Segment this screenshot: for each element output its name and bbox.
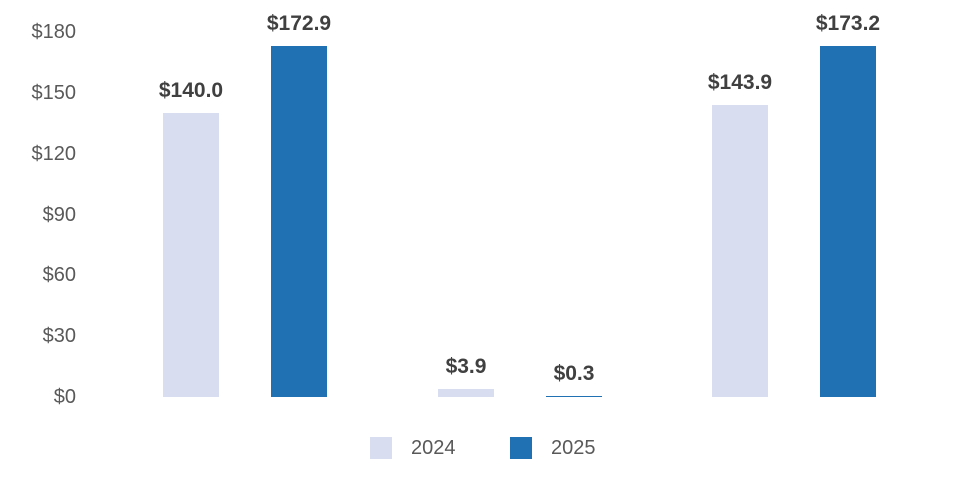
legend-swatch-icon xyxy=(370,437,392,459)
y-axis-tick-label: $90 xyxy=(42,203,76,226)
bar-value-label: $140.0 xyxy=(158,79,224,103)
bar-2024-group3 xyxy=(712,105,768,397)
y-axis-tick-label: $60 xyxy=(42,264,76,287)
y-axis-tick-label: $30 xyxy=(42,325,76,348)
bar-2025-group2 xyxy=(546,396,602,397)
legend-item-2025: 2025 xyxy=(510,437,596,459)
y-axis-tick-label: $150 xyxy=(31,81,77,104)
bar-value-label: $143.9 xyxy=(707,71,773,95)
bar-value-label: $173.2 xyxy=(815,11,881,35)
y-axis-tick-label: $120 xyxy=(31,142,77,165)
legend-swatch-icon xyxy=(510,437,532,459)
bar-2024-group1 xyxy=(163,113,219,397)
bar-2025-group1 xyxy=(271,46,327,397)
bar-2025-group3 xyxy=(820,45,876,397)
bar-value-label: $172.9 xyxy=(266,12,332,36)
y-axis-tick-label: $180 xyxy=(31,21,77,43)
legend-label: 2025 xyxy=(551,437,596,459)
legend-label: 2024 xyxy=(411,437,456,459)
bar-value-label: $0.3 xyxy=(553,362,595,386)
legend-item-2024: 2024 xyxy=(370,437,456,459)
bar-value-label: $3.9 xyxy=(445,355,487,379)
y-axis-tick-label: $0 xyxy=(53,386,76,408)
bar-2024-group2 xyxy=(438,389,494,397)
